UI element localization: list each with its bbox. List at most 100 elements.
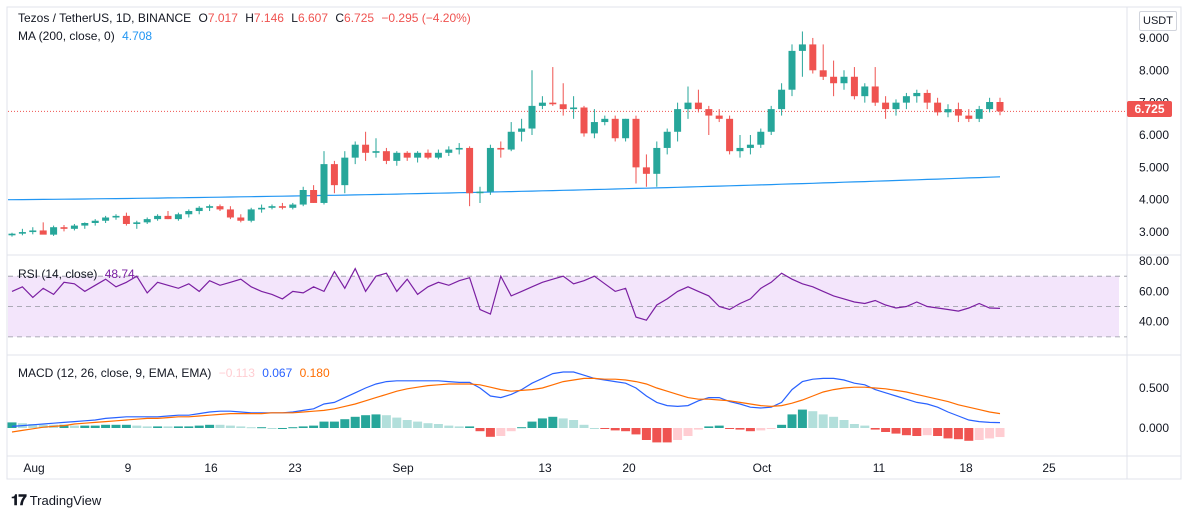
- candle-body: [798, 44, 806, 51]
- candle-body: [289, 204, 297, 208]
- macd-histogram-bar: [350, 416, 360, 428]
- macd-histogram-bar: [912, 428, 922, 436]
- macd-histogram-bar: [693, 428, 703, 430]
- candle-body: [497, 147, 505, 150]
- candle-body: [705, 109, 713, 116]
- candle-body: [944, 109, 952, 113]
- candle-body: [809, 44, 817, 71]
- macd-histogram-bar: [652, 428, 662, 443]
- currency-button[interactable]: USDT: [1139, 11, 1177, 31]
- macd-histogram-bar: [423, 423, 433, 428]
- candle-body: [684, 102, 692, 110]
- macd-histogram-bar: [433, 424, 443, 428]
- candle-body: [746, 144, 754, 148]
- candle-body: [434, 152, 442, 158]
- macd-histogram-bar: [142, 426, 152, 428]
- rsi-label[interactable]: RSI (14, close): [18, 267, 98, 281]
- high-label: H: [245, 11, 254, 25]
- candle-body: [258, 207, 266, 210]
- time-tick-label: 16: [204, 461, 218, 475]
- candle-body: [934, 102, 942, 113]
- macd-histogram-bar: [589, 428, 599, 429]
- macd-histogram-bar: [537, 418, 547, 428]
- macd-value: 0.067: [262, 366, 293, 380]
- symbol-title[interactable]: Tezos / TetherUS, 1D, BINANCE: [18, 11, 192, 25]
- candle-body: [112, 215, 120, 218]
- candle-body: [195, 207, 203, 212]
- time-tick-label: 11: [873, 461, 886, 475]
- candle-body: [871, 86, 879, 103]
- candle-body: [455, 147, 463, 150]
- macd-histogram-bar: [257, 427, 267, 429]
- candle-body: [882, 102, 890, 110]
- time-tick-label: 18: [959, 461, 973, 475]
- candle-body: [902, 96, 910, 103]
- tradingview-brand[interactable]: 𝟏𝟕 TradingView: [11, 492, 101, 509]
- candle-body: [102, 217, 110, 221]
- macd-tick-label: 0.000: [1139, 421, 1169, 435]
- macd-histogram-bar: [59, 424, 69, 428]
- open-value: 7.017: [207, 11, 238, 25]
- macd-histogram-bar: [309, 425, 319, 428]
- candle-body: [892, 102, 900, 110]
- candle-body: [414, 152, 422, 158]
- candle-body: [466, 147, 474, 194]
- macd-histogram-bar: [766, 428, 776, 429]
- candle-body: [715, 115, 723, 119]
- macd-histogram-bar: [485, 428, 495, 437]
- candle-body: [559, 104, 567, 110]
- macd-histogram-bar: [735, 428, 745, 430]
- candle-body: [840, 76, 848, 84]
- open-label: O: [198, 11, 208, 25]
- macd-histogram-bar: [496, 428, 506, 436]
- macd-histogram-bar: [38, 424, 48, 428]
- candle-body: [81, 223, 89, 226]
- candle-body: [320, 164, 328, 203]
- macd-histogram-bar: [621, 428, 631, 432]
- macd-histogram-bar: [974, 428, 984, 440]
- low-label: L: [291, 11, 298, 25]
- candle-body: [372, 151, 380, 153]
- candle-body: [861, 86, 869, 97]
- macd-histogram-bar: [818, 414, 828, 428]
- candle-body: [60, 227, 68, 229]
- candle-body: [351, 144, 359, 158]
- candle-body: [330, 164, 338, 186]
- candle-body: [226, 209, 234, 218]
- candle-body: [632, 118, 640, 168]
- macd-label[interactable]: MACD (12, 26, close, 9, EMA, EMA): [18, 366, 212, 380]
- macd-histogram-bar: [673, 428, 683, 440]
- low-value: 6.607: [297, 11, 329, 25]
- macd-histogram-bar: [454, 426, 464, 428]
- rsi-line: [11, 267, 1001, 321]
- candle-body: [767, 109, 775, 132]
- macd-tick-label: 0.500: [1139, 381, 1169, 395]
- macd-histogram-bar: [548, 416, 558, 428]
- candle-body: [341, 157, 349, 186]
- candle-body: [642, 167, 650, 174]
- change-value: −0.295 (−4.20%): [381, 11, 471, 25]
- price-tick-label: 8.000: [1139, 63, 1169, 77]
- macd-histogram-bar: [745, 428, 755, 432]
- main-legend: Tezos / TetherUS, 1D, BINANCE O7.017 H7.…: [18, 11, 475, 25]
- macd-histogram-bar: [662, 428, 672, 443]
- macd-histogram-bar: [860, 425, 870, 428]
- candle-body: [622, 118, 630, 139]
- price-tick-label: 3.000: [1139, 225, 1169, 239]
- ma-200-line: [8, 176, 1001, 201]
- candle-body: [653, 147, 661, 174]
- candle-body: [913, 92, 921, 97]
- macd-histogram-bar: [579, 424, 589, 428]
- chart-frame: [6, 6, 1182, 480]
- macd-histogram-bar: [194, 425, 204, 428]
- macd-histogram-bar: [943, 428, 953, 439]
- ma-label[interactable]: MA (200, close, 0): [18, 29, 115, 43]
- macd-histogram-bar: [121, 424, 131, 428]
- candle-body: [382, 151, 390, 161]
- macd-histogram-bar: [173, 426, 183, 428]
- time-tick-label: 20: [622, 461, 636, 475]
- ma-legend: MA (200, close, 0) 4.708: [18, 29, 156, 43]
- price-tick-label: 9.000: [1139, 31, 1169, 45]
- candle-body: [570, 107, 578, 110]
